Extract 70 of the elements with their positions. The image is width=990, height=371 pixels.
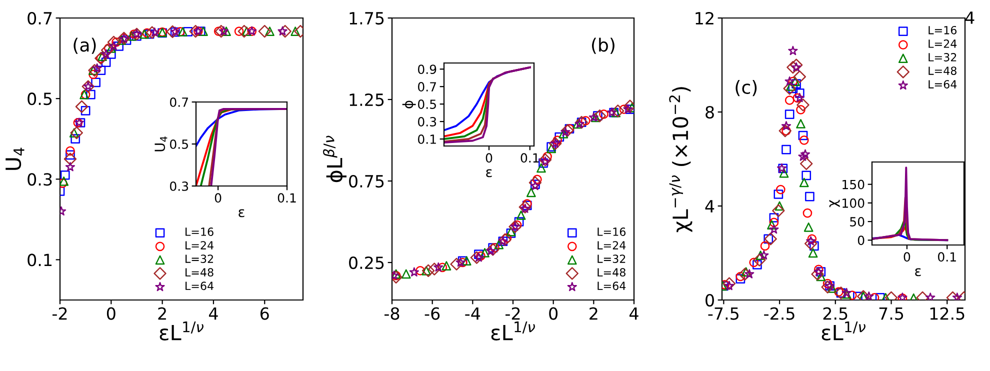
- annotation: (b): [592, 38, 614, 54]
- y-tick-label: 1.75: [350, 12, 384, 25]
- y-tick-label: 0.5: [28, 92, 52, 106]
- legend-label: L=48: [598, 268, 626, 277]
- y-axis-title: U$_{4}$: [154, 136, 168, 152]
- x-axis-title: ε: [238, 209, 244, 218]
- x-tick-label: -6: [424, 307, 440, 320]
- legend-label: L=64: [186, 282, 214, 290]
- x-axis-title: εL$^{1/ν}$: [822, 322, 866, 340]
- legend-label: L=32: [186, 254, 213, 264]
- y-tick-label: 0.7: [170, 97, 188, 107]
- y-tick-label: 0.7: [28, 12, 52, 25]
- y-tick-label: 0.7: [418, 82, 436, 92]
- y-axis-title: ϕL$^{β/ν}$: [323, 136, 346, 182]
- y-tick-label: 0.3: [418, 117, 436, 126]
- x-tick-label: -2: [506, 307, 520, 320]
- y-tick-label: 0.1: [418, 134, 436, 144]
- x-tick-label: 6: [260, 307, 269, 320]
- annotation: (a): [74, 38, 96, 54]
- y-tick-label: 0.5: [170, 139, 188, 149]
- y-tick-label: 0: [706, 294, 714, 307]
- y-tick-label: 0.5: [418, 100, 436, 109]
- y-axis-title: U$_{4}$: [6, 148, 24, 170]
- y-axis-title: χL$^{−γ/ν}$ (×10$^{−2}$): [669, 87, 692, 232]
- legend-label: L=24: [598, 241, 626, 250]
- x-tick-label: 0: [106, 307, 116, 320]
- y-tick-label: 0: [858, 236, 864, 246]
- text: 4: [965, 12, 974, 24]
- y-tick-label: 50: [850, 217, 864, 226]
- annotation: (c): [736, 80, 757, 96]
- x-tick-label: -2: [52, 307, 67, 320]
- legend-label: L=24: [186, 241, 214, 250]
- y-tick-label: 12: [696, 12, 714, 24]
- x-tick-label: -8: [384, 307, 400, 320]
- x-tick-label: 2: [590, 307, 598, 320]
- legend-label: L=32: [598, 254, 626, 264]
- x-tick-label: -4: [465, 307, 480, 320]
- x-tick-label: 2.5: [823, 307, 848, 320]
- x-tick-label: -7.5: [708, 307, 738, 320]
- legend-label: L=16: [928, 26, 957, 34]
- y-tick-label: 100: [842, 198, 864, 208]
- x-tick-label: 0: [549, 307, 558, 320]
- legend-label: L=48: [928, 66, 956, 75]
- legend-label: L=32: [928, 53, 956, 62]
- legend-label: L=64: [598, 282, 626, 290]
- y-tick-label: 1.25: [350, 93, 384, 106]
- x-tick-label: 2: [158, 307, 166, 320]
- legend-label: L=16: [186, 228, 214, 236]
- x-tick-label: 12.5: [930, 307, 964, 320]
- x-axis-title: ε: [915, 268, 921, 276]
- y-tick-label: 0.25: [349, 256, 384, 270]
- legend-label: L=48: [186, 268, 214, 277]
- x-axis-title: εL$^{1/ν}$: [491, 322, 535, 340]
- legend-label: L=64: [928, 80, 957, 89]
- y-tick-label: 0.75: [349, 174, 384, 188]
- legend-label: L=16: [598, 228, 626, 236]
- legend-label: L=24: [928, 40, 957, 48]
- y-axis-title: ϕ: [402, 100, 416, 108]
- x-tick-label: 4: [630, 307, 638, 320]
- x-axis-title: ε: [486, 169, 492, 178]
- y-tick-label: 0.3: [28, 173, 52, 186]
- y-tick-label: 0.9: [418, 64, 436, 74]
- x-tick-label: 4: [208, 307, 218, 320]
- y-tick-label: 150: [842, 180, 864, 190]
- y-tick-label: 0.3: [170, 181, 188, 191]
- y-axis-title: χ: [829, 200, 840, 208]
- x-tick-label: -2.5: [764, 307, 794, 320]
- y-tick-label: 8: [706, 106, 714, 119]
- x-tick-label: 7.5: [879, 307, 904, 320]
- x-axis-title: εL$^{1/ν}$: [160, 322, 204, 340]
